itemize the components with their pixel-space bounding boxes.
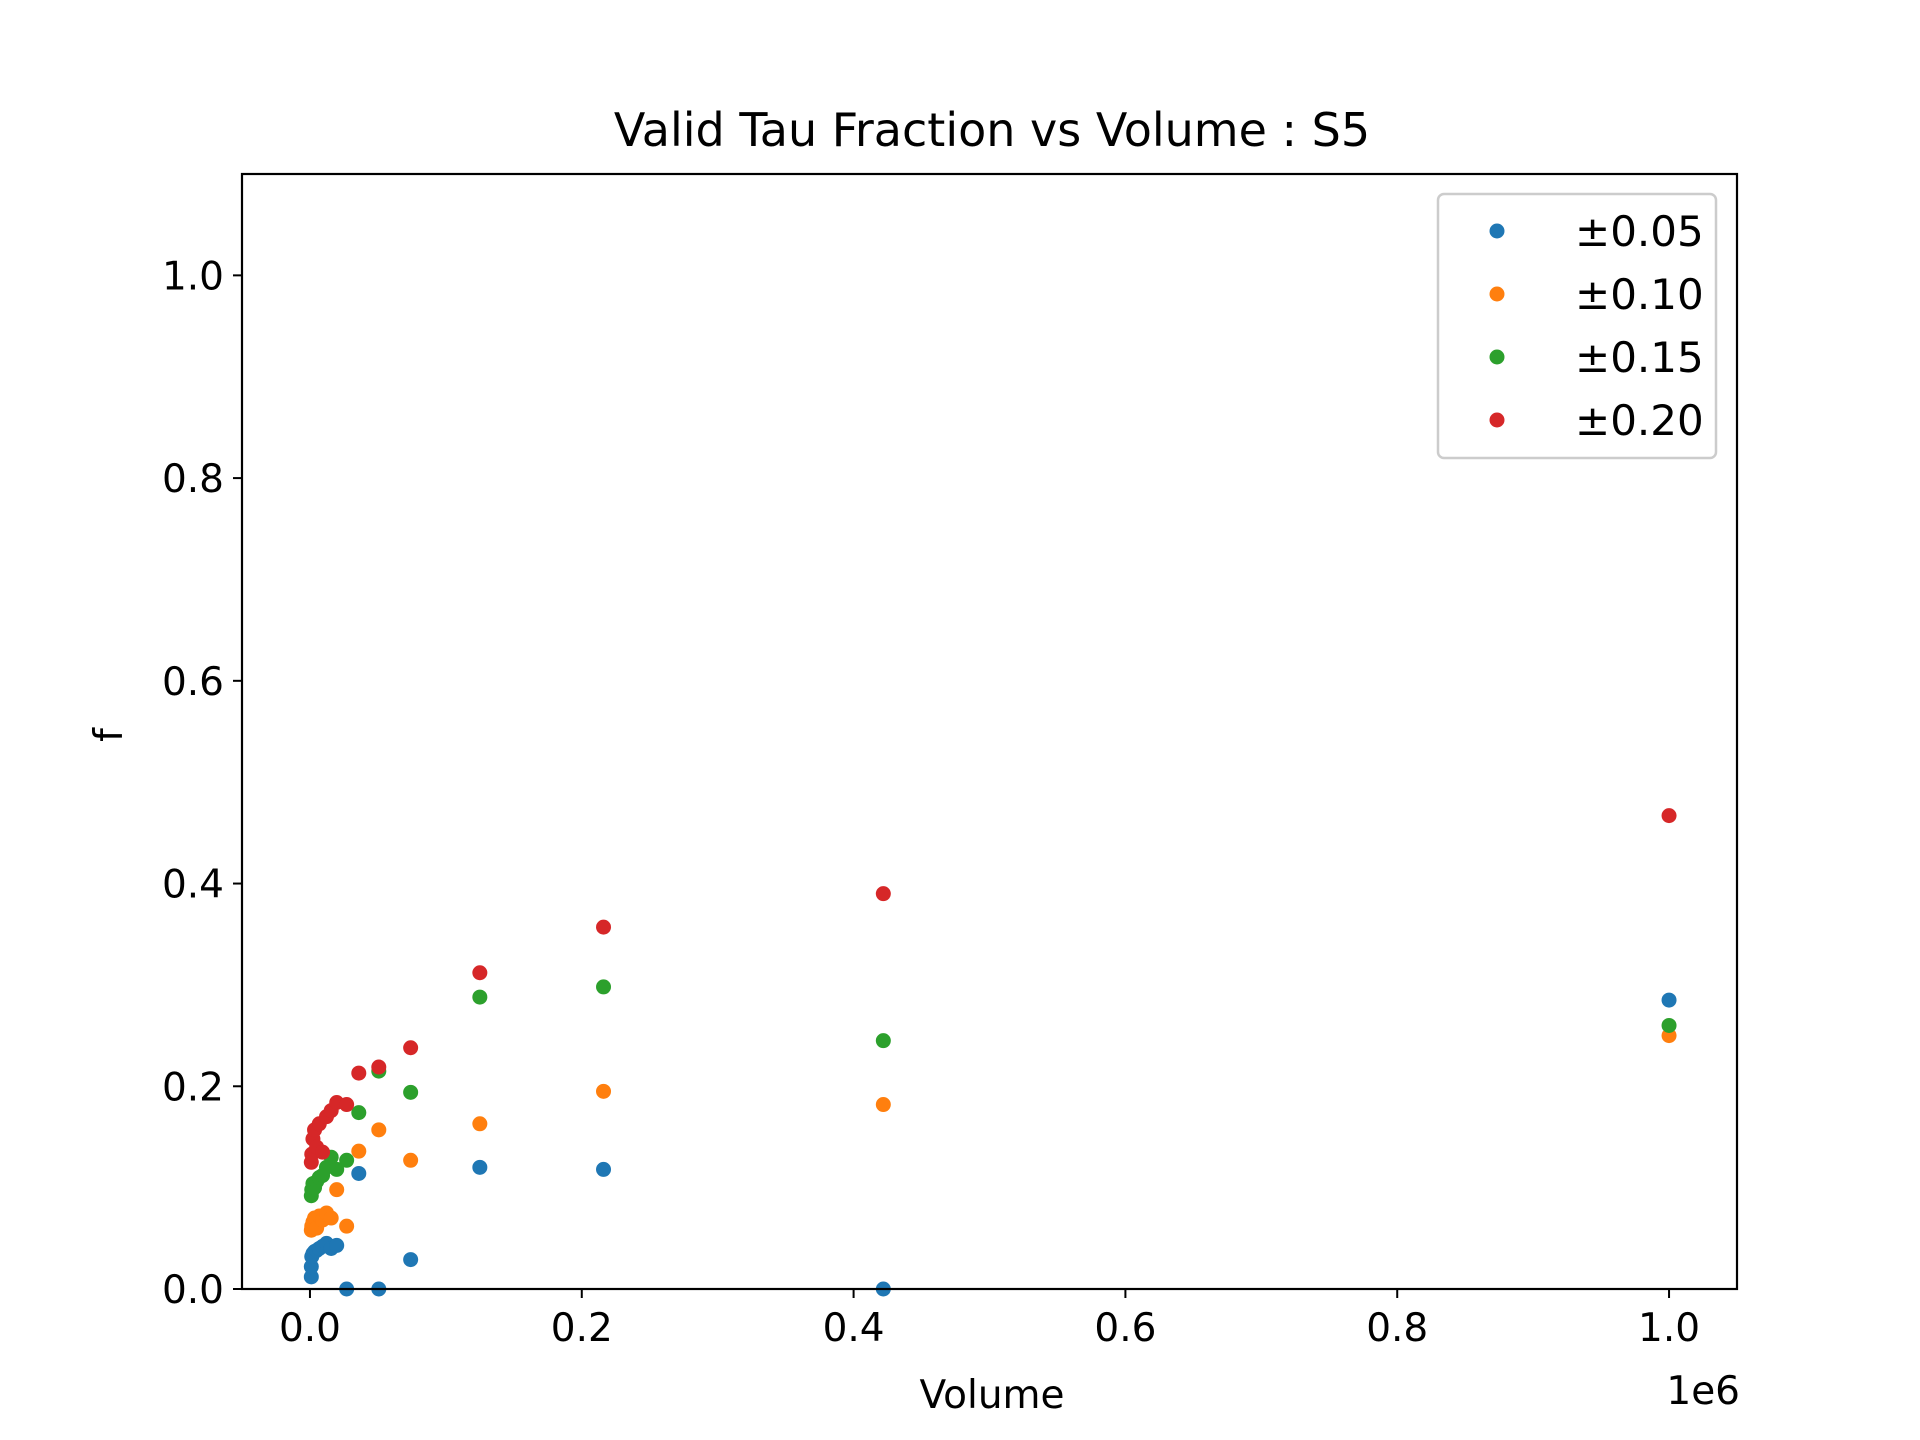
legend-label: ±0.20	[1575, 396, 1704, 445]
data-point	[472, 1116, 488, 1132]
data-point	[371, 1122, 387, 1138]
x-tick-label: 0.2	[551, 1306, 613, 1351]
data-point	[472, 1159, 488, 1175]
x-tick-label: 1.0	[1638, 1306, 1700, 1351]
data-point	[875, 886, 891, 902]
legend-box	[1436, 192, 1718, 460]
data-point	[403, 1040, 419, 1056]
legend-label: ±0.15	[1575, 333, 1704, 382]
data-point	[403, 1152, 419, 1168]
x-tick-label: 0.8	[1366, 1306, 1428, 1351]
data-point	[472, 965, 488, 981]
data-point	[315, 1144, 331, 1160]
y-tick-label: 0.0	[162, 1268, 224, 1313]
data-point	[875, 1033, 891, 1049]
data-point	[329, 1182, 345, 1198]
x-tick-label: 0.4	[823, 1306, 885, 1351]
legend-items: ±0.05 ±0.10 ±0.15 ±0.20	[1489, 207, 1704, 445]
data-point	[339, 1152, 355, 1168]
y-tick-label: 0.2	[162, 1065, 224, 1110]
data-point	[339, 1097, 355, 1113]
data-point	[403, 1252, 419, 1268]
legend-marker	[1489, 286, 1505, 302]
legend-label: ±0.05	[1575, 207, 1704, 256]
data-point	[371, 1059, 387, 1075]
data-point	[329, 1237, 345, 1253]
y-tick-label: 1.0	[162, 254, 224, 299]
data-point	[1661, 992, 1677, 1008]
y-axis-ticks: 0.0 0.2 0.4 0.6 0.8 1.0	[162, 254, 242, 1313]
x-tick-label: 0.0	[279, 1306, 341, 1351]
data-point	[596, 979, 612, 995]
data-point	[403, 1084, 419, 1100]
y-tick-label: 0.8	[162, 457, 224, 502]
data-point	[596, 919, 612, 935]
data-point	[323, 1210, 339, 1226]
data-point	[1661, 808, 1677, 824]
y-tick-label: 0.6	[162, 660, 224, 705]
data-point	[351, 1165, 367, 1181]
legend: ±0.05 ±0.10 ±0.15 ±0.20	[1436, 192, 1718, 460]
data-point	[875, 1097, 891, 1113]
data-point	[596, 1083, 612, 1099]
chart-title: Valid Tau Fraction vs Volume : S5	[614, 103, 1370, 157]
data-point	[329, 1161, 345, 1177]
data-point	[351, 1143, 367, 1159]
x-axis-offset-label: 1e6	[1666, 1369, 1740, 1414]
data-point	[351, 1105, 367, 1121]
x-axis-ticks: 0.0 0.2 0.4 0.6 0.8 1.0	[279, 1289, 1700, 1351]
x-tick-label: 0.6	[1094, 1306, 1156, 1351]
data-points-layer	[303, 808, 1677, 1297]
legend-marker	[1489, 412, 1505, 428]
data-point	[351, 1065, 367, 1081]
legend-label: ±0.10	[1575, 270, 1704, 319]
y-axis-label: f	[87, 727, 132, 742]
data-point	[596, 1161, 612, 1177]
legend-marker	[1489, 349, 1505, 365]
series-1-points	[303, 992, 1677, 1297]
y-tick-label: 0.4	[162, 863, 224, 908]
series-4-points	[303, 808, 1677, 1170]
series-3-points	[303, 979, 1677, 1204]
data-point	[472, 989, 488, 1005]
series-2-points	[303, 1028, 1677, 1238]
data-point	[1661, 1017, 1677, 1033]
axes-frame	[240, 172, 1739, 1291]
legend-marker	[1489, 223, 1505, 239]
x-axis-label: Volume	[919, 1373, 1064, 1418]
data-point	[339, 1218, 355, 1234]
